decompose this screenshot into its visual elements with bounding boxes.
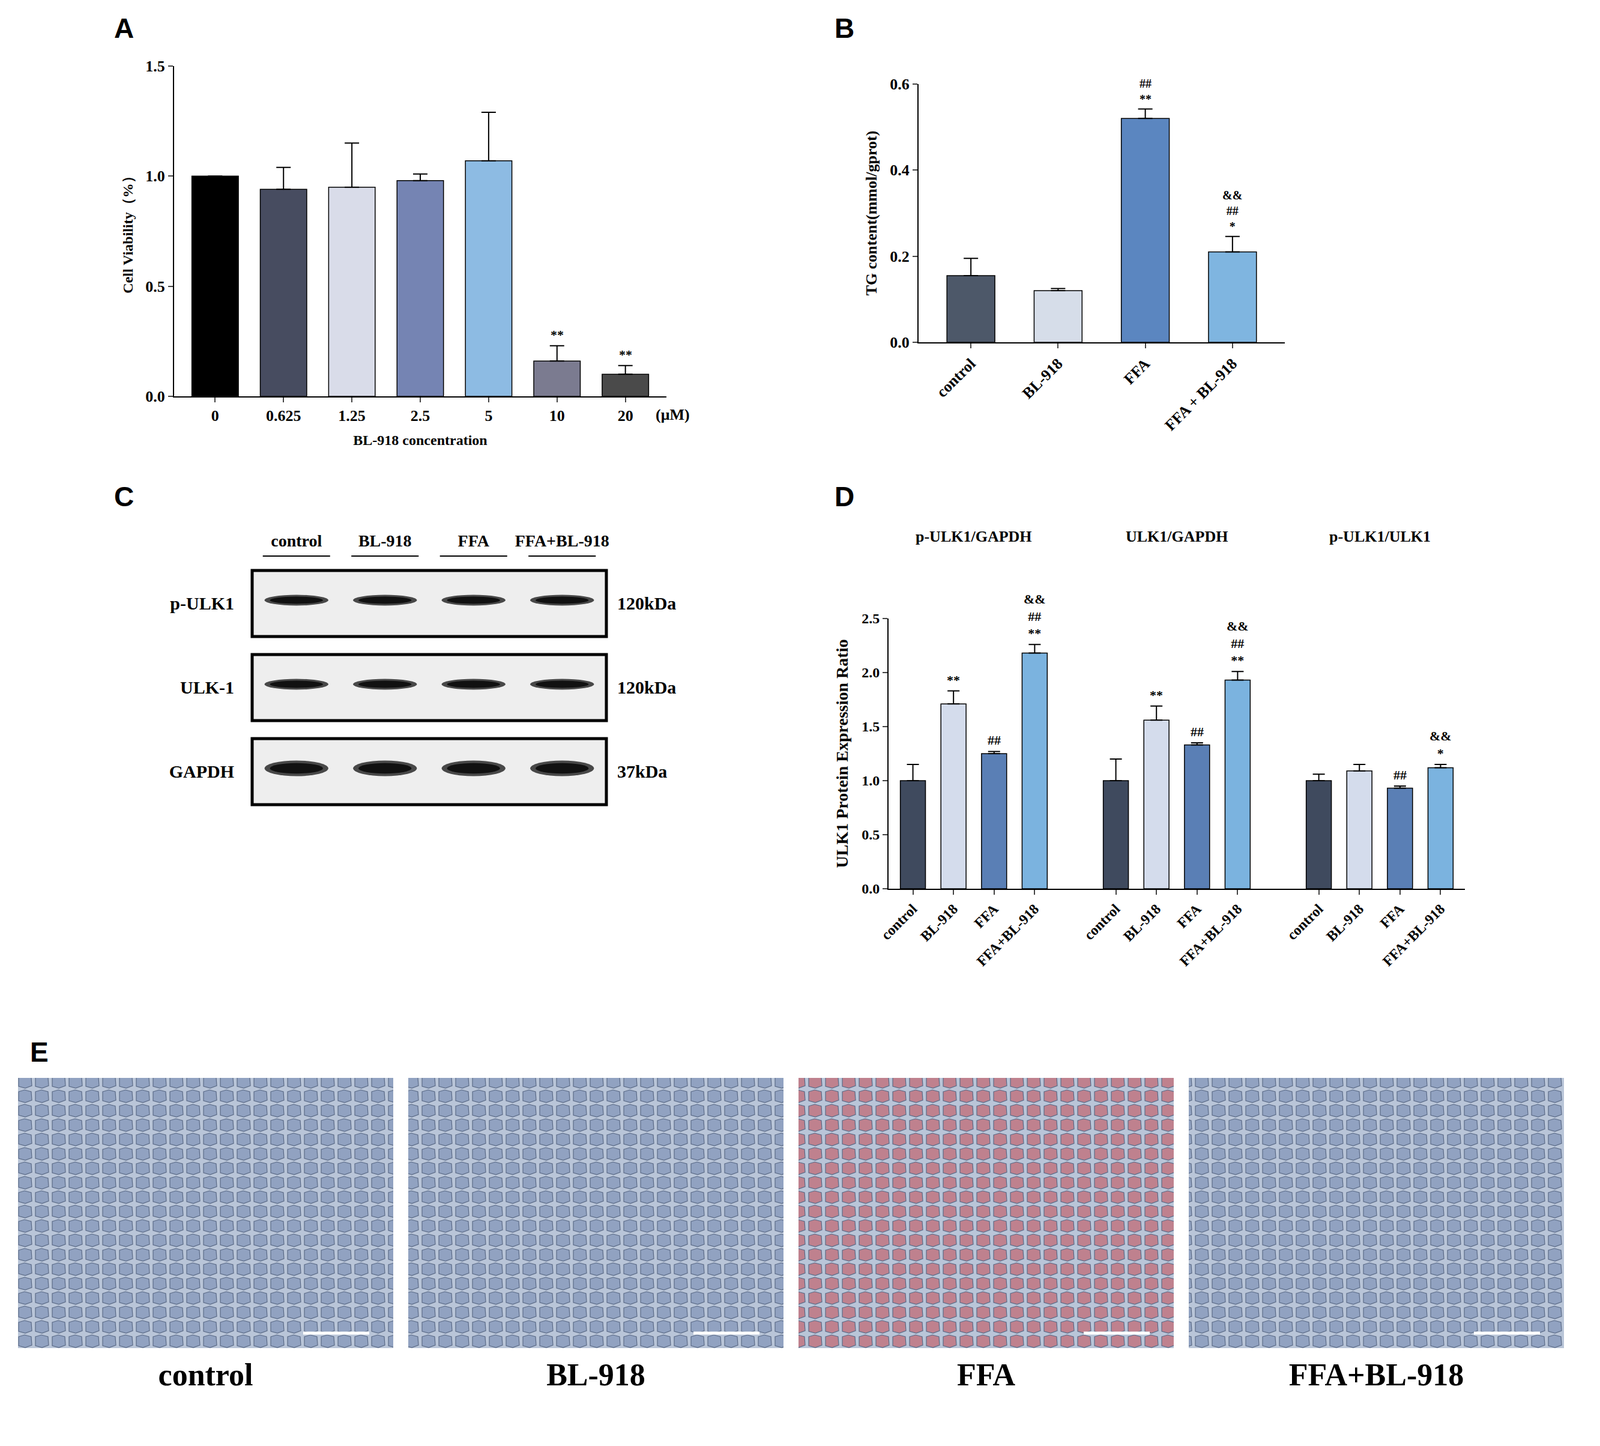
svg-text:BL-918: BL-918 xyxy=(358,531,412,550)
svg-text:1.25: 1.25 xyxy=(338,407,366,425)
svg-text:0.4: 0.4 xyxy=(889,161,910,179)
html-text:FFA: FFA xyxy=(956,1357,1016,1392)
svg-text:FFA + BL-918: FFA + BL-918 xyxy=(1161,354,1241,435)
html-text:A: A xyxy=(114,12,135,44)
svg-text:BL-918 concentration: BL-918 concentration xyxy=(353,432,487,448)
svg-text:p-ULK1/ULK1: p-ULK1/ULK1 xyxy=(1329,527,1431,546)
svg-text:control: control xyxy=(932,354,979,401)
svg-text:FFA+BL-918: FFA+BL-918 xyxy=(515,531,610,550)
svg-text:0.5: 0.5 xyxy=(861,826,880,843)
html-text:B: B xyxy=(834,12,855,44)
svg-text:5: 5 xyxy=(484,407,493,425)
svg-text:**: ** xyxy=(1149,687,1163,703)
svg-text:BL-918: BL-918 xyxy=(1018,354,1067,403)
svg-text:BL-918: BL-918 xyxy=(1323,900,1367,944)
svg-text:##: ## xyxy=(987,732,1001,748)
svg-text:p-ULK1/GAPDH: p-ULK1/GAPDH xyxy=(915,527,1033,546)
svg-text:##: ## xyxy=(1190,724,1204,740)
svg-text:0: 0 xyxy=(211,407,220,425)
svg-text:0.0: 0.0 xyxy=(861,880,880,897)
svg-text:GAPDH: GAPDH xyxy=(169,761,235,782)
svg-text:2.5: 2.5 xyxy=(861,610,880,627)
svg-text:**: ** xyxy=(618,347,633,363)
svg-text:0.6: 0.6 xyxy=(889,75,910,94)
svg-text:0.5: 0.5 xyxy=(145,277,165,296)
html-text:control: control xyxy=(158,1357,254,1392)
svg-text:control: control xyxy=(878,900,921,943)
svg-text:0.2: 0.2 xyxy=(889,247,910,266)
html-text:D: D xyxy=(834,480,855,513)
svg-text:FFA+BL-918: FFA+BL-918 xyxy=(1176,900,1246,970)
svg-text:FFA: FFA xyxy=(458,531,490,550)
svg-text:##**: ##** xyxy=(1139,76,1152,106)
html-text:BL-918: BL-918 xyxy=(546,1357,646,1392)
svg-text:1.5: 1.5 xyxy=(861,718,880,735)
svg-text:37kDa: 37kDa xyxy=(617,761,668,782)
svg-text:0.0: 0.0 xyxy=(145,387,165,406)
svg-text:1.0: 1.0 xyxy=(145,167,165,185)
svg-text:**: ** xyxy=(550,327,564,343)
svg-text:ULK-1: ULK-1 xyxy=(180,677,235,698)
svg-text:FFA: FFA xyxy=(971,900,1003,932)
svg-text:ULK1 Protein Expression Ratio: ULK1 Protein Expression Ratio xyxy=(832,639,852,869)
svg-text:1.5: 1.5 xyxy=(145,57,165,76)
svg-text:Cell Viability（%）: Cell Viability（%） xyxy=(120,168,136,293)
svg-text:FFA: FFA xyxy=(1174,900,1205,932)
svg-text:FFA: FFA xyxy=(1377,900,1408,932)
svg-text:20: 20 xyxy=(617,407,634,425)
svg-text:FFA: FFA xyxy=(1120,354,1154,388)
svg-text:control: control xyxy=(1081,900,1124,943)
svg-text:&&##*: &&##* xyxy=(1222,188,1243,233)
svg-text:2.0: 2.0 xyxy=(861,664,880,681)
svg-text:0.625: 0.625 xyxy=(265,407,302,425)
svg-text:p-ULK1: p-ULK1 xyxy=(169,593,235,613)
svg-text:BL-918: BL-918 xyxy=(1120,900,1164,944)
svg-text:TG content(mmol/gprot): TG content(mmol/gprot) xyxy=(862,130,881,296)
svg-text:FFA+BL-918: FFA+BL-918 xyxy=(973,900,1043,970)
svg-text:120kDa: 120kDa xyxy=(617,593,677,613)
svg-text:control: control xyxy=(1284,900,1327,943)
svg-text:10: 10 xyxy=(549,407,565,425)
svg-text:1.0: 1.0 xyxy=(861,772,880,789)
svg-text:2.5: 2.5 xyxy=(410,407,431,425)
html-text:C: C xyxy=(114,480,135,513)
svg-text:0.0: 0.0 xyxy=(889,333,910,352)
svg-text:&&##**: &&##** xyxy=(1226,618,1249,668)
svg-text:control: control xyxy=(270,531,322,550)
svg-text:ULK1/GAPDH: ULK1/GAPDH xyxy=(1125,527,1228,546)
html-text:FFA+BL-918: FFA+BL-918 xyxy=(1288,1357,1464,1392)
svg-text:(μM): (μM) xyxy=(655,405,690,424)
svg-text:BL-918: BL-918 xyxy=(917,900,961,944)
svg-text:&&*: &&* xyxy=(1429,728,1452,761)
svg-text:120kDa: 120kDa xyxy=(617,677,677,698)
svg-text:&&##**: &&##** xyxy=(1023,591,1046,641)
svg-text:FFA+BL-918: FFA+BL-918 xyxy=(1379,900,1449,970)
svg-text:##: ## xyxy=(1393,767,1407,783)
svg-text:**: ** xyxy=(946,672,960,688)
html-text:E: E xyxy=(30,1036,49,1068)
